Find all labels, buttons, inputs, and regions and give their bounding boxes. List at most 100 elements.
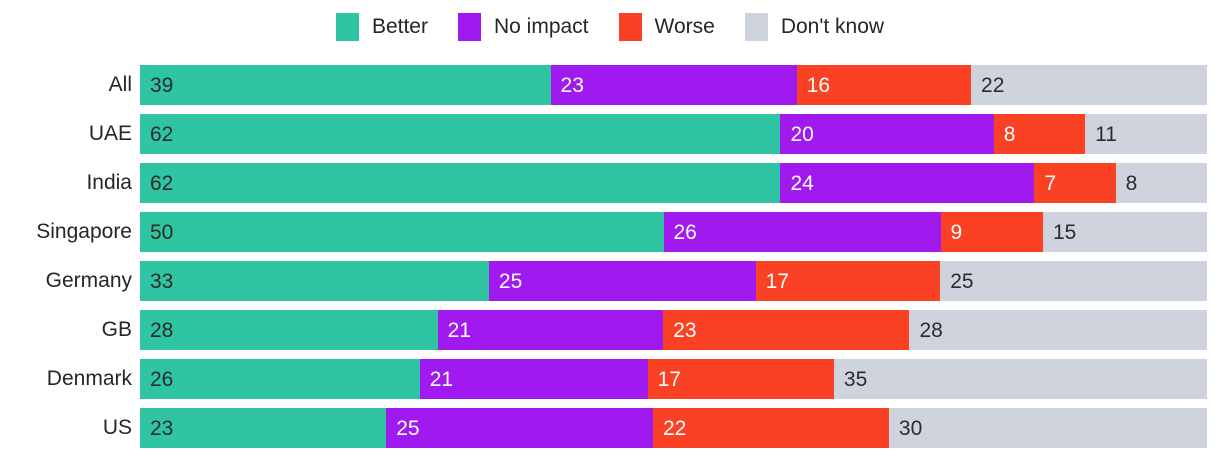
segment-value-label: 24 [790, 171, 814, 195]
bar-segment-worse: 16 [796, 65, 972, 105]
category-label: Singapore [36, 220, 132, 243]
category-label: GB [101, 318, 132, 341]
segment-value-label: 22 [981, 73, 1005, 97]
bar-segment-better: 62 [140, 114, 781, 154]
bar-row-us: US 23 25 22 30 [0, 408, 1220, 448]
segment-value-label: 21 [447, 318, 471, 342]
bar-track: 23 25 22 30 [140, 408, 1207, 448]
bar-track: 33 25 17 25 [140, 261, 1207, 301]
bar-segment-better: 28 [140, 310, 438, 350]
legend-label: No impact [493, 15, 589, 38]
bar-segment-worse: 7 [1034, 163, 1116, 203]
segment-value-label: 7 [1044, 171, 1057, 195]
segment-value-label: 8 [1125, 171, 1138, 195]
legend-label: Better [371, 15, 428, 38]
bar-segment-don-t-know: 8 [1115, 163, 1207, 203]
chart-legend: Better No impact Worse Don't know [0, 0, 1220, 42]
bar-segment-better: 62 [140, 163, 781, 203]
bar-track: 28 21 23 28 [140, 310, 1207, 350]
legend-item-worse: Worse [618, 13, 715, 41]
segment-value-label: 23 [673, 318, 697, 342]
legend-label: Don't know [780, 15, 885, 38]
segment-value-label: 62 [150, 122, 174, 146]
segment-value-label: 15 [1052, 220, 1077, 244]
segment-value-label: 28 [919, 318, 943, 342]
legend-item-no-impact: No impact [457, 13, 589, 41]
segment-value-label: 39 [150, 73, 174, 97]
bar-segment-better: 39 [140, 65, 551, 105]
legend-swatch-icon [335, 13, 359, 41]
segment-value-label: 23 [150, 416, 174, 440]
bar-row-all: All 39 23 16 22 [0, 65, 1220, 105]
segment-value-label: 30 [898, 416, 923, 440]
legend-label: Worse [654, 15, 715, 38]
bar-row-india: India 62 24 7 8 [0, 163, 1220, 203]
legend-swatch-icon [744, 13, 768, 41]
segment-value-label: 50 [150, 220, 174, 244]
legend-item-don-t-know: Don't know [744, 13, 885, 41]
bar-row-germany: Germany 33 25 17 25 [0, 261, 1220, 301]
segment-value-label: 8 [1003, 122, 1016, 146]
bar-segment-worse: 17 [755, 261, 941, 301]
bar-segment-don-t-know: 30 [888, 408, 1207, 448]
category-label: India [86, 171, 132, 194]
bar-segment-worse: 23 [663, 310, 910, 350]
bar-segment-better: 33 [140, 261, 489, 301]
bar-segment-no-impact: 20 [780, 114, 994, 154]
segment-value-label: 25 [498, 269, 523, 293]
segment-value-label: 62 [150, 171, 174, 195]
bar-row-denmark: Denmark 26 21 17 35 [0, 359, 1220, 399]
segment-value-label: 26 [673, 220, 697, 244]
bar-segment-better: 23 [140, 408, 387, 448]
category-label: Germany [45, 269, 132, 292]
bar-row-gb: GB 28 21 23 28 [0, 310, 1220, 350]
bar-segment-worse: 22 [652, 408, 889, 448]
category-label: US [102, 416, 132, 439]
bar-segment-better: 26 [140, 359, 420, 399]
legend-item-better: Better [335, 13, 428, 41]
segment-value-label: 21 [429, 367, 454, 391]
bar-segment-worse: 9 [940, 212, 1043, 252]
bar-track: 62 24 7 8 [140, 163, 1207, 203]
bar-segment-no-impact: 21 [437, 310, 664, 350]
segment-value-label: 11 [1095, 122, 1117, 146]
segment-value-label: 22 [662, 416, 687, 440]
chart-rows: All 39 23 16 22 UAE 62 20 8 11 India 62 24 7 8 Singapor… [0, 65, 1220, 448]
bar-segment-worse: 17 [647, 359, 834, 399]
bar-segment-don-t-know: 28 [909, 310, 1207, 350]
segment-value-label: 25 [950, 269, 974, 293]
bar-segment-don-t-know: 22 [971, 65, 1207, 105]
legend-swatch-icon [457, 13, 481, 41]
segment-value-label: 28 [150, 318, 174, 342]
segment-value-label: 25 [396, 416, 420, 440]
segment-value-label: 20 [790, 122, 814, 146]
segment-value-label: 16 [806, 73, 831, 97]
bar-segment-no-impact: 23 [550, 65, 797, 105]
segment-value-label: 17 [765, 269, 790, 293]
segment-value-label: 23 [560, 73, 584, 97]
legend-swatch-icon [618, 13, 642, 41]
bar-segment-no-impact: 21 [419, 359, 648, 399]
bar-segment-no-impact: 26 [663, 212, 941, 252]
bar-segment-don-t-know: 15 [1042, 212, 1207, 252]
segment-value-label: 17 [657, 367, 681, 391]
bar-track: 50 26 9 15 [140, 212, 1207, 252]
segment-value-label: 26 [150, 367, 174, 391]
category-label: Denmark [46, 367, 132, 390]
bar-segment-don-t-know: 25 [940, 261, 1207, 301]
segment-value-label: 35 [843, 367, 868, 391]
bar-segment-no-impact: 25 [386, 408, 653, 448]
bar-track: 39 23 16 22 [140, 65, 1207, 105]
bar-segment-don-t-know: 11 [1085, 114, 1207, 154]
category-label: UAE [88, 122, 132, 145]
bar-segment-don-t-know: 35 [833, 359, 1207, 399]
bar-track: 62 20 8 11 [140, 114, 1207, 154]
bar-segment-no-impact: 24 [780, 163, 1035, 203]
segment-value-label: 33 [150, 269, 174, 293]
category-label: All [108, 73, 132, 96]
bar-segment-no-impact: 25 [488, 261, 756, 301]
segment-value-label: 9 [950, 220, 963, 244]
bar-track: 26 21 17 35 [140, 359, 1207, 399]
bar-segment-better: 50 [140, 212, 664, 252]
